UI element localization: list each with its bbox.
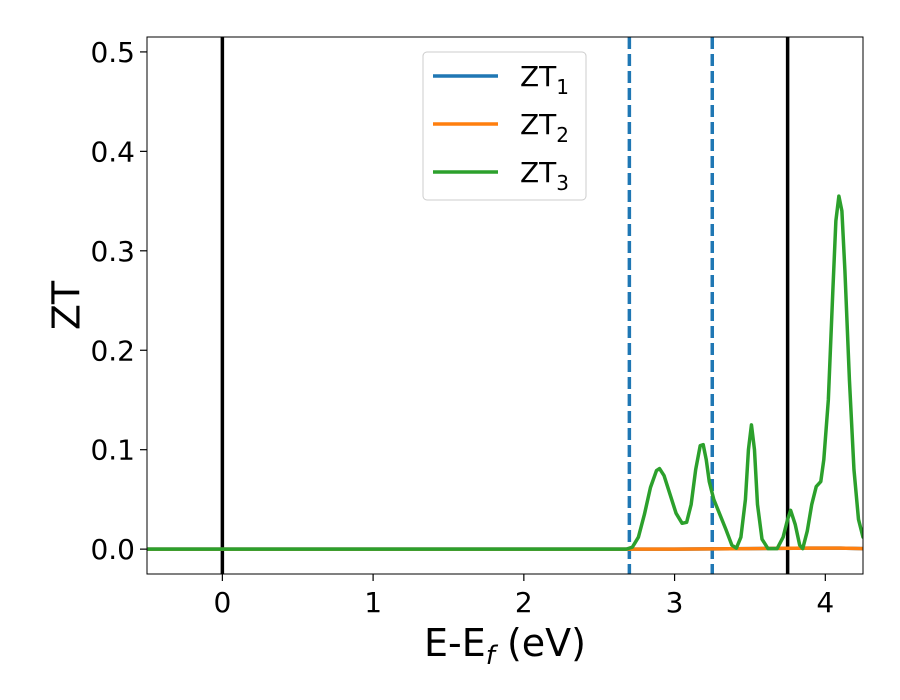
x-axis-label-tail: (eV)	[495, 621, 586, 665]
x-tick-label: 3	[666, 586, 684, 619]
vertical-reference-lines	[220, 37, 790, 574]
y-axis-ticks: 0.0 0.1 0.2 0.3 0.4 0.5	[90, 36, 147, 566]
y-tick-label: 0.0	[90, 533, 135, 566]
x-axis-label: E-Ef (eV)	[424, 621, 586, 671]
legend-label-zt3: ZT3	[520, 156, 569, 195]
legend: ZT1 ZT2 ZT3	[422, 51, 587, 201]
y-tick-label: 0.3	[90, 235, 135, 268]
legend-label-zt2: ZT2	[520, 108, 569, 147]
series-lines	[147, 194, 863, 551]
y-axis-label: ZT	[44, 280, 88, 330]
legend-box	[422, 51, 587, 201]
x-tick-label: 4	[816, 586, 834, 619]
y-tick-label: 0.2	[90, 334, 135, 367]
legend-label-zt1: ZT1	[520, 60, 569, 99]
y-tick-label: 0.4	[90, 135, 135, 168]
series-line-zt3	[147, 194, 863, 551]
x-tick-label: 1	[364, 586, 382, 619]
x-tick-label: 0	[213, 586, 231, 619]
axes-frame	[146, 36, 864, 575]
x-axis-ticks: 0 1 2 3 4	[213, 574, 834, 619]
x-tick-label: 2	[515, 586, 533, 619]
x-axis-label-main: E-E	[424, 621, 486, 665]
y-tick-label: 0.5	[90, 36, 135, 69]
y-tick-label: 0.1	[90, 434, 135, 467]
